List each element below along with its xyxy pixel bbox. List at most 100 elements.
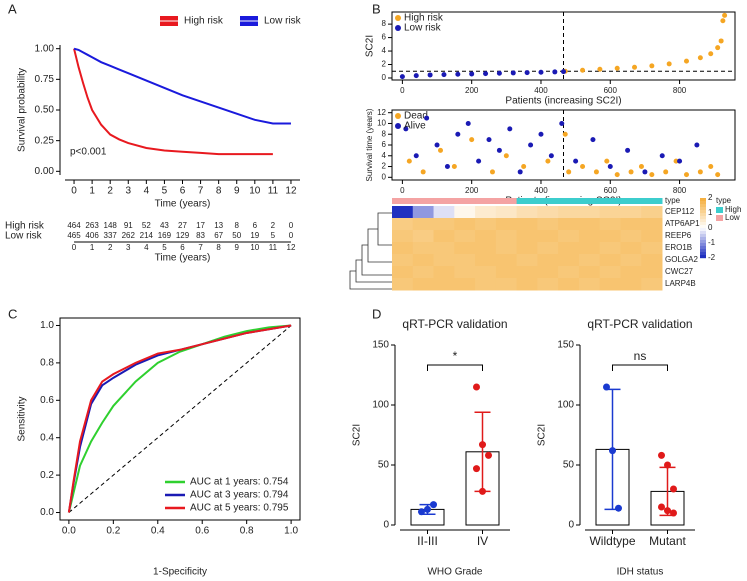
heat-cell xyxy=(495,206,518,219)
x-tick-label: 4 xyxy=(144,186,150,197)
heat-cell xyxy=(537,254,559,267)
risk-count: 43 xyxy=(160,221,169,230)
point xyxy=(649,172,655,178)
data-point xyxy=(424,505,431,513)
data-point xyxy=(670,509,677,517)
point xyxy=(573,158,579,164)
y-tick-label: 100 xyxy=(557,400,574,411)
point xyxy=(715,172,721,178)
heat-cell xyxy=(620,266,642,279)
type-cell xyxy=(495,198,518,204)
heat-cell xyxy=(537,230,559,243)
x-tick-label: 600 xyxy=(604,186,618,195)
risk-count: 5 xyxy=(271,231,276,240)
risk-count: 19 xyxy=(250,231,259,240)
point xyxy=(666,61,672,67)
risk-count: 214 xyxy=(140,231,154,240)
risk-count: 262 xyxy=(122,231,136,240)
x-tick-label: II-III xyxy=(417,534,438,548)
heat-cell xyxy=(599,266,621,279)
heat-cell xyxy=(495,218,518,231)
heat-cell xyxy=(433,278,455,291)
point xyxy=(604,158,610,164)
heat-cell xyxy=(558,218,580,231)
heat-cell xyxy=(578,266,601,279)
y-tick-label: 8 xyxy=(382,19,387,28)
type-cell xyxy=(599,198,621,204)
x-tick-label: 0.0 xyxy=(62,526,76,537)
risk-x-tick-label: 8 xyxy=(216,243,221,252)
color-scale-step xyxy=(700,237,706,241)
x-axis-label: WHO Grade xyxy=(427,567,482,578)
heat-cell xyxy=(392,254,414,267)
risk-x-tick-label: 0 xyxy=(72,243,77,252)
y-axis-label: SC2I xyxy=(365,35,376,57)
heat-cell xyxy=(558,266,580,279)
heat-cell xyxy=(454,218,476,231)
heat-cell xyxy=(454,254,476,267)
heat-cell xyxy=(578,242,601,255)
point xyxy=(420,169,426,175)
y-axis-label: SC2I xyxy=(352,424,363,446)
point xyxy=(528,142,534,148)
point xyxy=(469,137,475,143)
heat-cell xyxy=(558,278,580,291)
type-cell xyxy=(558,198,580,204)
point xyxy=(677,158,683,164)
y-tick-label: 0.8 xyxy=(40,358,54,369)
data-point xyxy=(615,504,622,512)
point xyxy=(607,164,613,170)
legend-label: High xyxy=(725,205,741,214)
point xyxy=(649,63,655,69)
point xyxy=(638,164,644,170)
point xyxy=(559,120,565,126)
point xyxy=(663,169,669,175)
risk-x-label: Time (years) xyxy=(155,253,211,264)
y-tick-label: 12 xyxy=(377,108,386,117)
point xyxy=(718,38,724,44)
x-tick-label: 7 xyxy=(198,186,204,197)
chart-title: qRT-PCR validation xyxy=(402,317,507,331)
point xyxy=(548,153,554,159)
data-point xyxy=(473,465,480,473)
x-tick-label: 12 xyxy=(285,186,297,197)
data-point xyxy=(658,503,665,511)
point xyxy=(590,137,596,143)
heat-cell xyxy=(641,254,663,267)
x-tick-label: 0 xyxy=(400,86,405,95)
x-tick-label: 200 xyxy=(465,86,479,95)
heat-cell xyxy=(475,242,497,255)
color-scale-step xyxy=(700,198,706,202)
y-tick-label: 1.0 xyxy=(40,320,54,331)
color-scale-step xyxy=(700,255,706,259)
y-tick-label: 0.4 xyxy=(40,432,54,443)
y-tick-label: 0 xyxy=(382,73,387,82)
heat-cell xyxy=(516,266,538,279)
point xyxy=(697,169,703,175)
y-tick-label: 0.25 xyxy=(35,135,55,146)
y-axis-label: Survival time (years) xyxy=(365,108,374,181)
panel-letter: D xyxy=(372,306,381,321)
panel-letter: A xyxy=(8,1,17,16)
legend-label: Alive xyxy=(404,121,426,132)
risk-count: 91 xyxy=(124,221,133,230)
heat-cell xyxy=(475,206,497,219)
gene-label: LARP4B xyxy=(665,279,696,288)
risk-count: 337 xyxy=(104,231,118,240)
x-tick-label: 2 xyxy=(107,186,113,197)
point xyxy=(566,169,572,175)
x-tick-label: 0 xyxy=(400,186,405,195)
point xyxy=(483,71,489,77)
y-tick-label: 4 xyxy=(382,151,387,160)
heat-cell xyxy=(599,218,621,231)
heat-cell xyxy=(495,254,518,267)
y-tick-label: 0 xyxy=(383,520,389,531)
x-tick-label: 3 xyxy=(125,186,131,197)
y-tick-label: 150 xyxy=(372,340,389,351)
point xyxy=(632,64,638,70)
y-tick-label: 4 xyxy=(382,46,387,55)
legend-label: High risk xyxy=(184,16,224,27)
y-tick-label: 0 xyxy=(568,520,574,531)
heat-cell xyxy=(475,278,497,291)
gene-label: GOLGA2 xyxy=(665,255,698,264)
